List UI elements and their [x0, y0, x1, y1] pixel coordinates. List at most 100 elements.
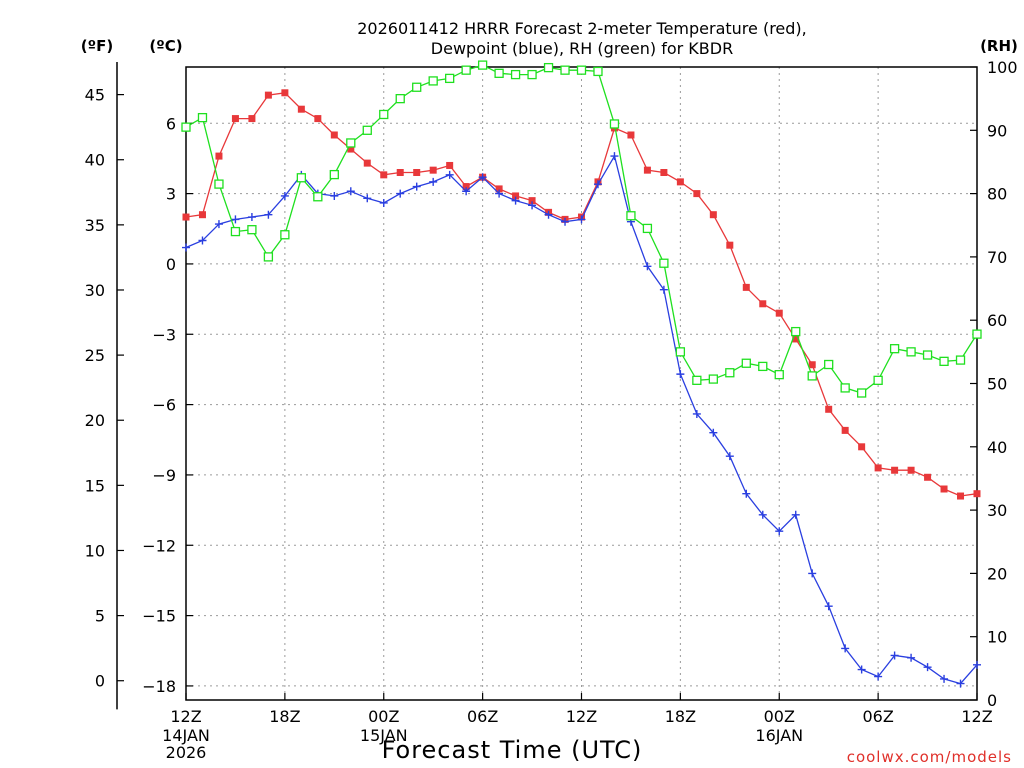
- dewpoint-point: [841, 644, 850, 653]
- dewpoint-point: [495, 189, 504, 198]
- x-tick-date-label: 14JAN: [162, 726, 210, 745]
- celsius-tick-label: −6: [152, 396, 176, 415]
- rh-point: [856, 388, 867, 398]
- temperature-point: [429, 166, 437, 174]
- x-tick-label: 06Z: [862, 707, 893, 726]
- dewpoint-point: [346, 187, 355, 196]
- rh-point: [906, 347, 916, 357]
- rh-point: [922, 350, 933, 360]
- rh-tick-label: 20: [987, 564, 1007, 583]
- chart-title-line-1: 2026011412 HRRR Forecast 2-meter Tempera…: [357, 19, 807, 38]
- temperature-point: [248, 115, 256, 123]
- rh-point: [181, 122, 191, 132]
- tick-labels: 454035302520151050630−3−6−9−12−15−181009…: [85, 58, 1018, 762]
- rh-point: [939, 356, 949, 366]
- series-rh: [181, 60, 982, 398]
- rh-point: [362, 125, 372, 135]
- temperature-point: [891, 466, 899, 474]
- temperature-point: [347, 145, 355, 153]
- dewpoint-point: [528, 201, 537, 210]
- rh-point: [346, 138, 356, 148]
- temperature-point: [792, 335, 800, 343]
- dewpoint-point: [247, 213, 256, 222]
- dewpoint-point: [956, 679, 965, 688]
- rh-point: [741, 358, 751, 368]
- x-tick-date-label: 2026: [166, 743, 207, 762]
- dewpoint-point: [725, 452, 734, 461]
- temperature-point: [858, 443, 866, 451]
- rh-point: [494, 68, 504, 78]
- plot-frame: [185, 66, 978, 701]
- temperature-point: [380, 171, 388, 179]
- temperature-point: [363, 159, 371, 167]
- fahrenheit-tick-label: 20: [85, 411, 105, 430]
- temperature-point: [957, 492, 965, 500]
- rh-point: [214, 179, 224, 189]
- rh-point: [527, 69, 537, 80]
- fahrenheit-tick-label: 30: [85, 281, 105, 300]
- dewpoint-point: [791, 510, 800, 519]
- dewpoint-point: [874, 672, 883, 681]
- rh-tick-label: 80: [987, 185, 1007, 204]
- dewpoint-point: [412, 182, 421, 191]
- rh-point: [329, 169, 339, 180]
- dewpoint-point: [676, 370, 685, 379]
- rh-point: [280, 230, 290, 240]
- fahrenheit-tick-label: 35: [85, 216, 105, 235]
- temperature-point: [281, 89, 289, 97]
- temperature-point: [495, 185, 503, 193]
- dewpoint-point: [363, 194, 372, 203]
- temperature-point: [297, 105, 305, 113]
- rh-point: [428, 76, 438, 86]
- dewpoint-point: [198, 236, 207, 245]
- series: [181, 60, 982, 688]
- celsius-tick-label: −18: [142, 677, 176, 696]
- rh-point: [576, 65, 587, 75]
- rh-tick-label: 90: [987, 121, 1007, 140]
- rh-point: [197, 112, 208, 123]
- celsius-tick-label: −15: [142, 607, 176, 626]
- rh-point: [807, 371, 817, 381]
- temperature-point: [198, 211, 206, 219]
- x-axis-title: Forecast Time (UTC): [382, 736, 643, 764]
- x-tick-label: 12Z: [566, 707, 597, 726]
- fahrenheit-tick-label: 15: [85, 476, 105, 495]
- temperature-point: [907, 466, 915, 474]
- rh-point: [247, 225, 257, 235]
- rh-point: [659, 258, 669, 268]
- temperature-point: [528, 197, 536, 205]
- dewpoint-point: [940, 674, 949, 683]
- temperature-point: [759, 300, 767, 308]
- temperature-point: [940, 485, 948, 493]
- fahrenheit-unit-label: (ºF): [81, 37, 113, 55]
- rh-point: [955, 355, 966, 365]
- temperature-point: [413, 169, 421, 176]
- rh-point: [593, 66, 603, 77]
- rh-point: [889, 344, 900, 354]
- celsius-tick-label: −12: [142, 536, 176, 555]
- rh-point: [263, 252, 274, 262]
- temperature-point: [231, 115, 239, 123]
- temperature-point: [825, 405, 833, 413]
- dewpoint-point: [264, 210, 273, 219]
- rh-point: [461, 65, 471, 75]
- dewpoint-point: [692, 409, 701, 418]
- temperature-point: [182, 213, 190, 221]
- temperature-point: [808, 361, 816, 369]
- rh-tick-label: 0: [987, 691, 997, 710]
- fahrenheit-tick-label: 40: [85, 151, 105, 170]
- dewpoint-point: [973, 660, 981, 669]
- series-temperature: [182, 89, 981, 500]
- dewpoint-point: [561, 217, 570, 226]
- rh-tick-label: 70: [987, 248, 1007, 267]
- dewpoint-point: [593, 180, 602, 189]
- dewpoint-point: [742, 489, 751, 498]
- x-tick-label: 12Z: [961, 707, 992, 726]
- dewpoint-point: [808, 569, 817, 578]
- rh-point: [609, 119, 620, 129]
- dewpoint-point: [610, 152, 619, 161]
- temperature-line: [185, 92, 978, 497]
- rh-point: [230, 226, 241, 237]
- rh-point: [626, 211, 636, 221]
